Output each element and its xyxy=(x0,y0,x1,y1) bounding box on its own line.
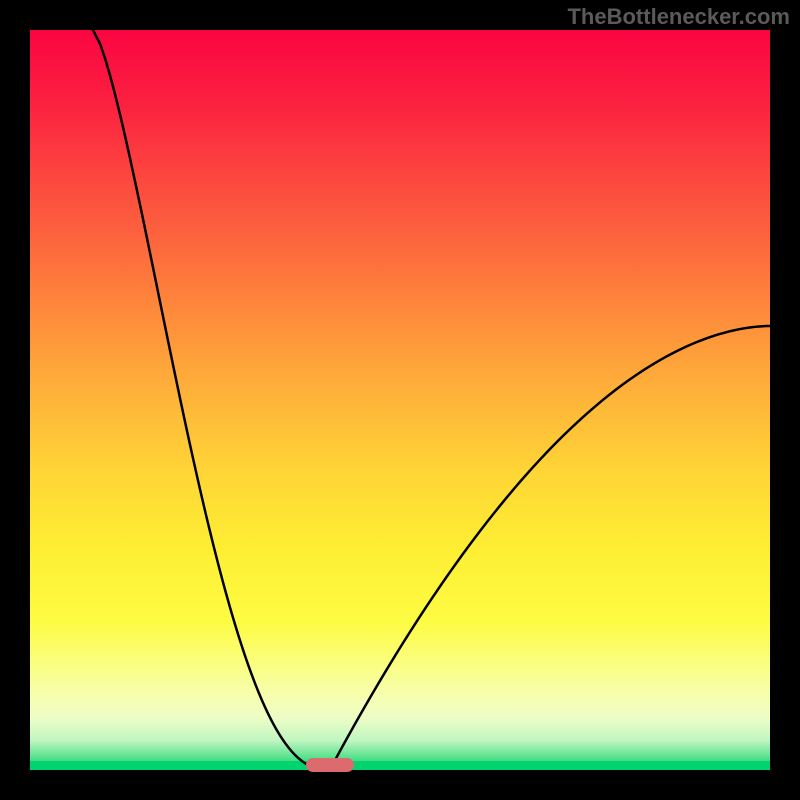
curve-path xyxy=(93,30,770,770)
chart-canvas: TheBottlenecker.com xyxy=(0,0,800,800)
watermark-text: TheBottlenecker.com xyxy=(567,4,790,30)
bottleneck-curve xyxy=(30,30,770,770)
optimal-marker xyxy=(306,758,354,772)
